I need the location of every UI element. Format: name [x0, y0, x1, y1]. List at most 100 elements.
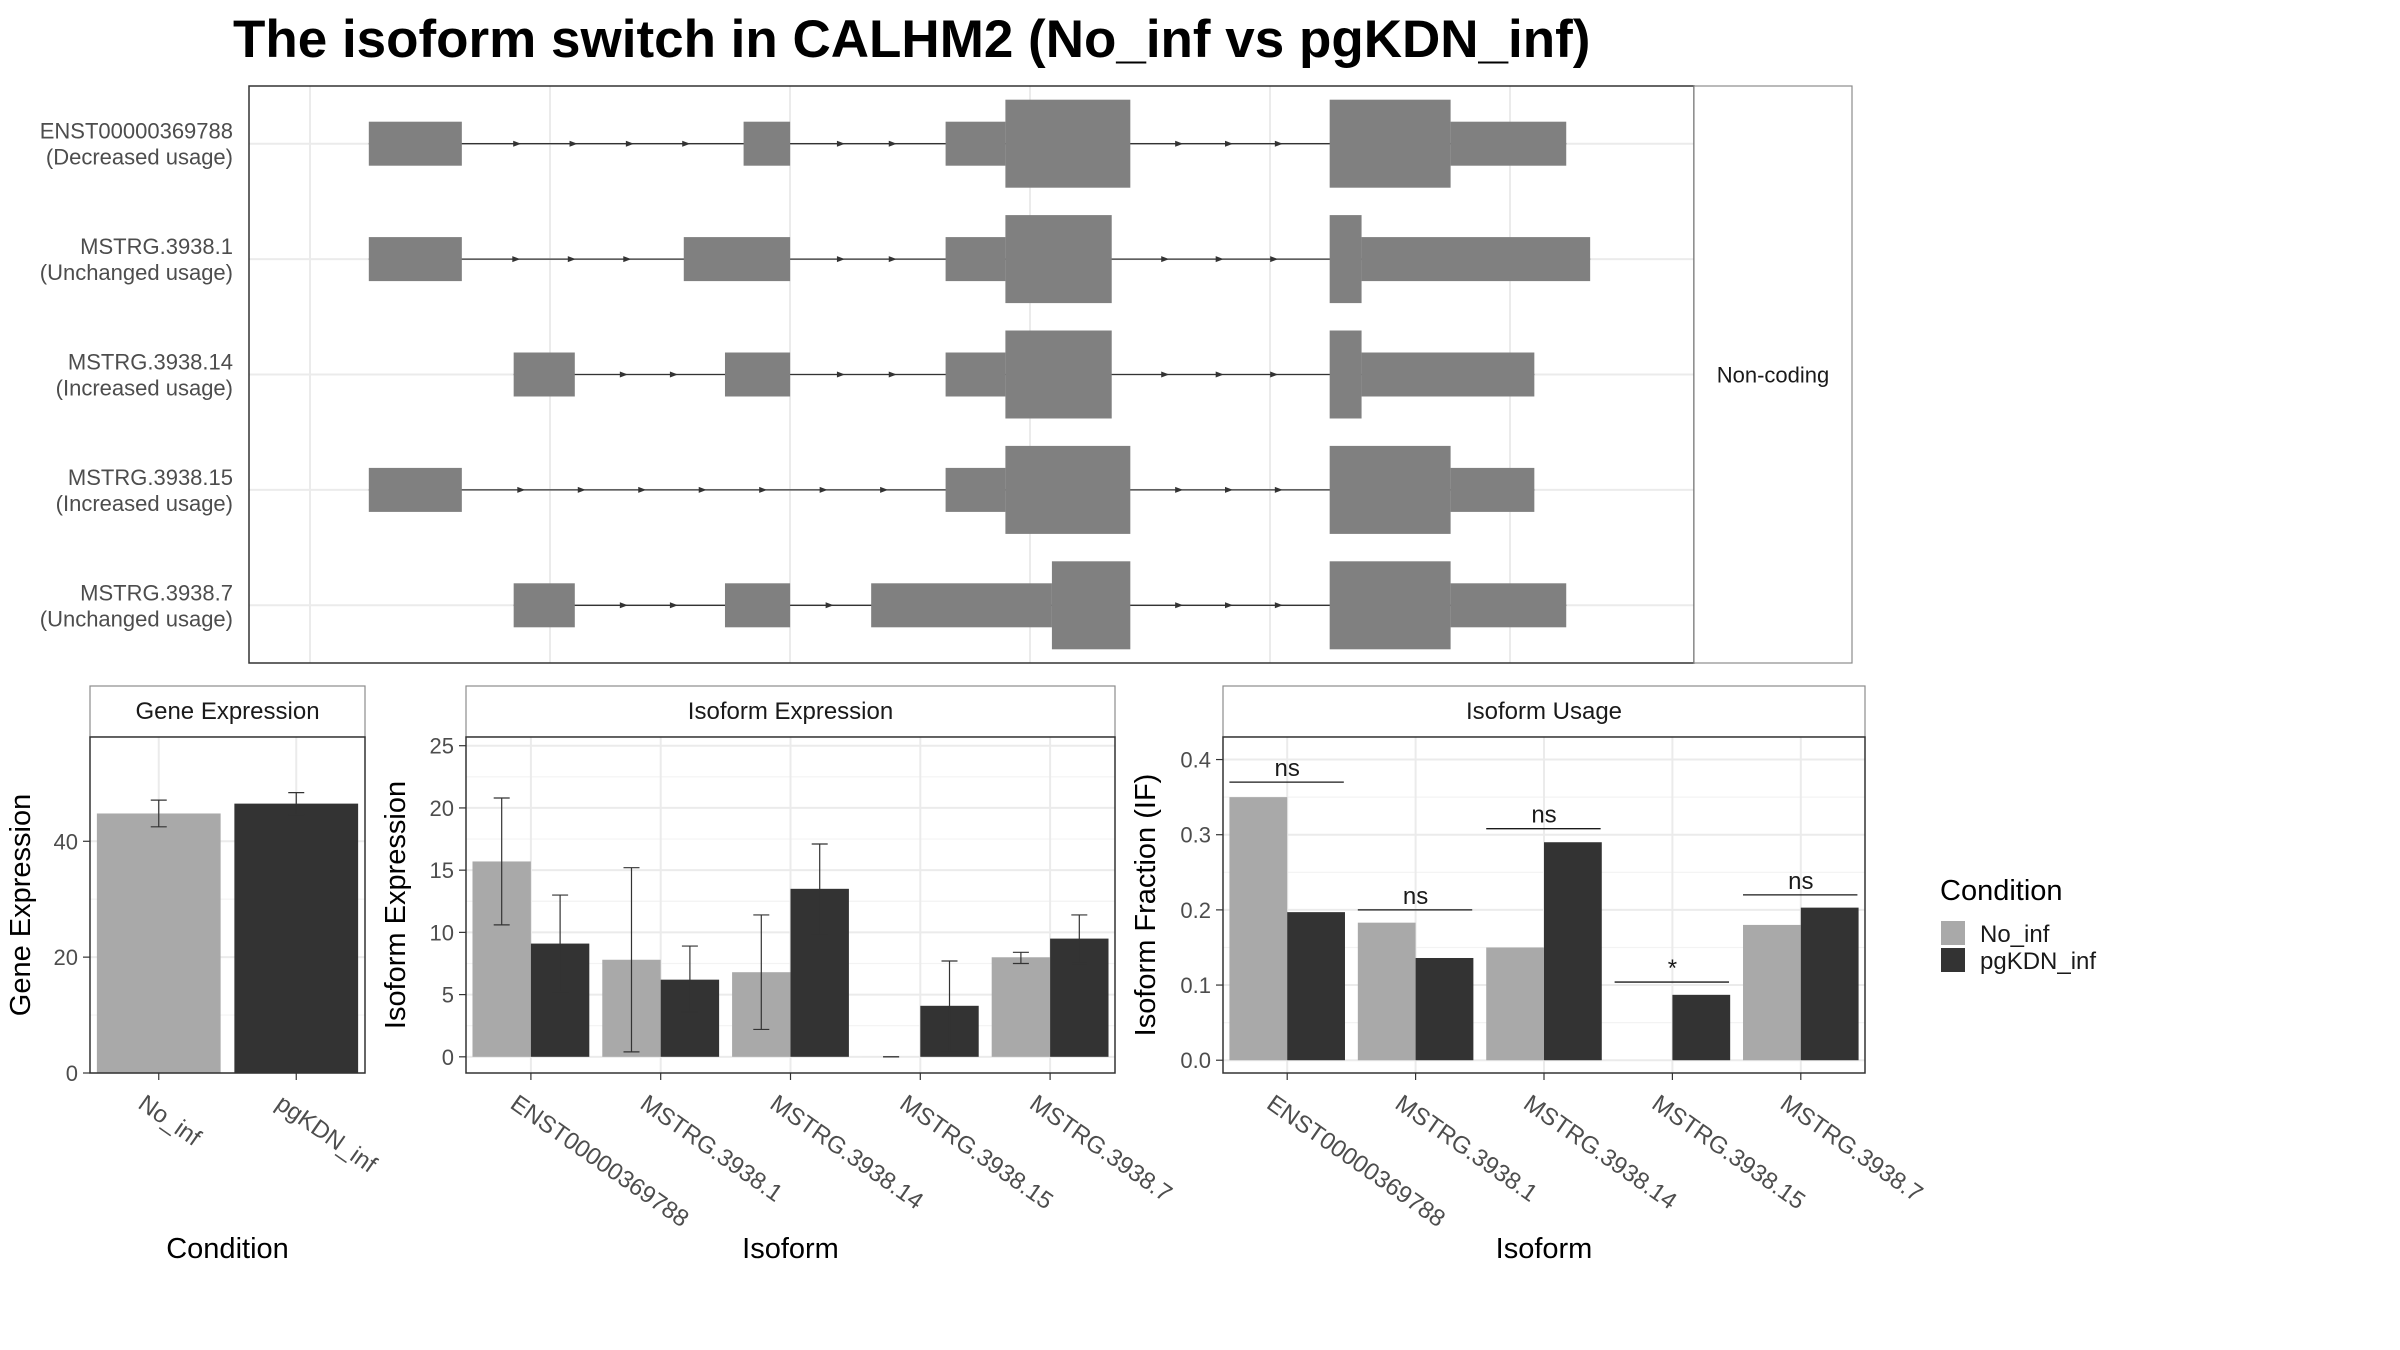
transcript-id-label: MSTRG.3938.1: [80, 234, 233, 259]
exon-1: [724, 583, 791, 628]
intron-arrow: [1274, 486, 1283, 493]
exon-1: [683, 237, 791, 282]
intron-arrow: [836, 140, 845, 147]
significance-mstrg-3938-1: ns: [1357, 883, 1473, 911]
y-tick-label: 0: [66, 1061, 78, 1086]
intron-arrow: [682, 140, 691, 147]
structure-facet-strip: [1693, 85, 1853, 664]
isoform-expression-panel: Isoform Expression0510152025ENST00000369…: [380, 685, 1177, 1265]
intron-arrow: [1175, 486, 1184, 493]
panel-strip: [465, 685, 1116, 738]
intron-arrow: [888, 140, 897, 147]
bar-mstrg-3938-7-no-inf: [1743, 924, 1801, 1061]
isoform-usage-panel: Isoform Usagensnsns*ns0.00.10.20.30.4ENS…: [1130, 685, 1927, 1265]
significance-mstrg-3938-15: *: [1614, 955, 1730, 983]
exon-4: [1329, 215, 1362, 304]
bar-no-inf: [96, 813, 221, 1073]
transcript-usage-label: (Unchanged usage): [40, 606, 233, 631]
error-bar: [150, 799, 167, 828]
x-axis-title: Isoform: [1496, 1233, 1593, 1265]
exon-3: [1005, 215, 1112, 304]
y-axis-title: Gene Expression: [5, 794, 37, 1016]
significance-label: ns: [1531, 802, 1556, 829]
intron-arrow: [1161, 371, 1170, 378]
significance-label: ns: [1275, 755, 1300, 782]
exon-0: [368, 237, 462, 282]
intron-arrow: [1270, 256, 1279, 263]
intron-arrow: [1224, 140, 1233, 147]
intron-arrow: [819, 486, 828, 493]
significance-enst00000369788: ns: [1229, 755, 1344, 783]
significance-label: *: [1668, 955, 1677, 982]
exon-5: [1361, 237, 1591, 282]
exon-2: [945, 121, 1006, 166]
intron-arrow: [577, 486, 586, 493]
intron-arrow: [669, 371, 678, 378]
bar-mstrg-3938-14-no-inf: [1486, 947, 1544, 1061]
legend-title: Condition: [1940, 875, 2063, 907]
x-tick-label-no-inf: No_inf: [133, 1090, 206, 1152]
exon-3: [1051, 561, 1131, 650]
panel-strip-title: Isoform Expression: [688, 698, 893, 725]
error-bar: [1071, 914, 1088, 965]
bar-mstrg-3938-15-pgkdn-inf: [1672, 994, 1731, 1061]
intron-arrow: [1215, 256, 1224, 263]
legend-key-no-inf: [1941, 921, 1965, 945]
intron-arrow: [888, 256, 897, 263]
intron-arrow: [1161, 256, 1170, 263]
transcript-id-label: ENST00000369788: [40, 119, 233, 144]
exon-3: [1005, 330, 1112, 419]
x-axis-title: Isoform: [742, 1233, 839, 1265]
bar-mstrg-3938-7-no-inf: [991, 957, 1051, 1057]
exon-3: [1329, 445, 1451, 534]
intron-arrow: [1224, 486, 1233, 493]
panel-strip-title: Isoform Usage: [1466, 698, 1622, 725]
y-tick-label: 25: [430, 734, 454, 759]
intron-arrow: [825, 602, 834, 609]
intron-arrow: [517, 486, 526, 493]
transcript-usage-label: (Increased usage): [56, 376, 233, 401]
intron-arrow: [1215, 371, 1224, 378]
exon-4: [1329, 561, 1451, 650]
intron-arrow: [1175, 602, 1184, 609]
exon-0: [513, 583, 575, 628]
significance-mstrg-3938-7: ns: [1743, 868, 1858, 896]
intron-arrow: [888, 371, 897, 378]
error-bar: [753, 914, 770, 1031]
y-tick-label: 5: [442, 983, 454, 1008]
exon-2: [945, 237, 1006, 282]
exon-5: [1450, 121, 1567, 166]
error-bar: [493, 797, 510, 926]
exon-0: [368, 467, 462, 512]
intron-arrow: [625, 140, 634, 147]
intron-arrow: [836, 371, 845, 378]
transcript-usage-label: (Decreased usage): [46, 145, 233, 170]
intron-arrow: [619, 371, 628, 378]
intron-arrow: [759, 486, 768, 493]
exon-0: [513, 352, 575, 397]
bar-enst00000369788-pgkdn-inf: [1287, 912, 1345, 1061]
legend-label-no-inf: No_inf: [1980, 921, 2050, 948]
transcript-mstrg-3938-1: MSTRG.3938.1(Unchanged usage): [40, 215, 1694, 304]
significance-mstrg-3938-14: ns: [1486, 802, 1601, 830]
x-tick-label-pgkdn-inf: pgKDN_inf: [271, 1090, 382, 1179]
panel-strip: [1222, 685, 1866, 738]
bar-pgkdn-inf: [234, 803, 359, 1073]
y-tick-label: 40: [54, 829, 78, 854]
facet-label-noncoding: Non-coding: [1717, 363, 1830, 388]
intron-arrow: [638, 486, 647, 493]
legend-label-pgkdn-inf: pgKDN_inf: [1980, 948, 2096, 975]
error-bar: [288, 792, 305, 816]
significance-label: ns: [1403, 883, 1428, 910]
error-bar: [941, 960, 958, 1053]
bar-mstrg-3938-1-no-inf: [1357, 922, 1416, 1061]
error-bar: [811, 843, 828, 936]
y-tick-label: 0.0: [1180, 1048, 1211, 1073]
intron-arrow: [880, 486, 889, 493]
y-tick-label: 0.2: [1180, 898, 1211, 923]
exon-2: [945, 352, 1006, 397]
legend-key-pgkdn-inf: [1941, 948, 1965, 972]
exon-5: [1361, 352, 1535, 397]
bar-mstrg-3938-14-pgkdn-inf: [1544, 842, 1602, 1061]
